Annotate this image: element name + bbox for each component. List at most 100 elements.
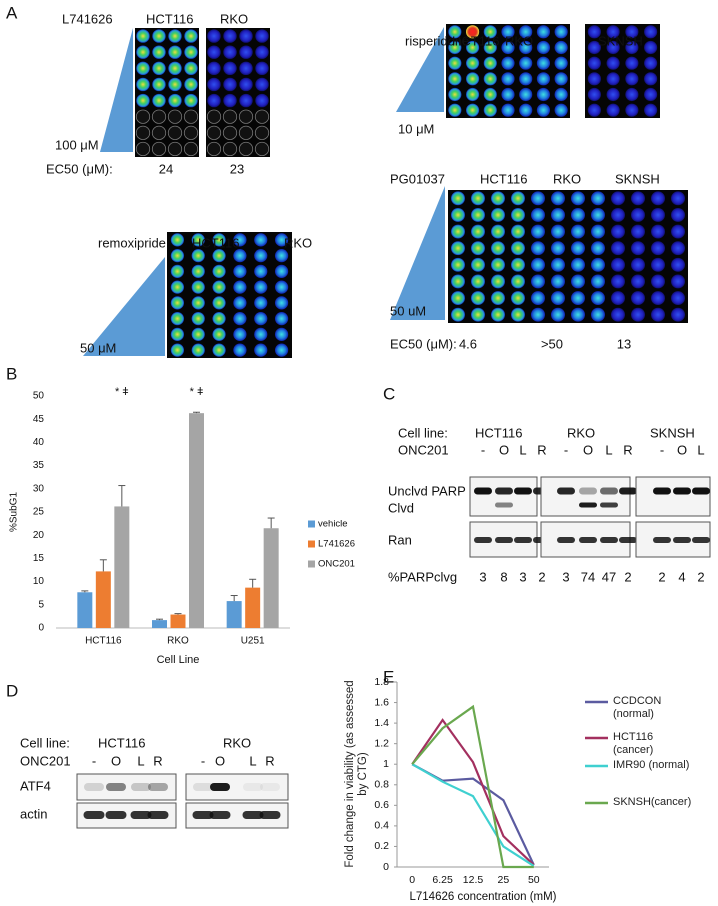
x-tick-label: HCT116 [85,636,122,647]
well [551,207,565,222]
blot-band [84,783,104,791]
blot-band [259,811,281,819]
blot-band [192,811,214,819]
well [651,257,665,272]
cell-line-label: RKO [223,735,251,750]
well [611,224,625,239]
well [491,191,505,206]
y-tick-label: 1.2 [374,737,389,749]
error-bar [174,613,182,615]
well [536,40,551,55]
blot-band [557,537,575,543]
well [491,224,505,239]
well [631,307,645,322]
well [587,72,601,86]
well [483,87,497,102]
lane-label: O [677,442,687,457]
blot-band [619,537,637,543]
well [451,191,465,206]
parp-value: 2 [658,569,665,584]
well [136,61,150,76]
well [168,77,182,92]
well [611,257,625,272]
blot-frame [540,476,631,517]
parp-value: 74 [581,569,595,584]
well [212,327,226,341]
legend-swatch [308,520,315,528]
bar [152,620,167,628]
well [531,191,545,206]
well [531,241,545,256]
well [135,109,151,124]
blot-band [514,537,532,543]
x-tick-label: 25 [498,874,510,886]
well [611,274,625,289]
y-tick-label: 35 [33,460,45,471]
well [651,207,665,222]
well [274,233,289,247]
lane-label: O [499,442,509,457]
well [170,249,185,263]
well [465,103,480,117]
well [239,29,253,43]
panel-label: D [6,681,18,700]
well [451,307,465,322]
well [170,343,185,357]
well [511,307,525,322]
well [501,40,515,55]
well [611,191,625,206]
well [551,274,565,289]
parp-value: 2 [697,569,704,584]
bar [226,601,242,628]
well [151,141,167,157]
well [254,312,268,326]
well [631,191,645,206]
well [233,327,247,341]
well [511,257,525,272]
well [531,274,545,289]
plate-image [446,24,570,118]
blot-band [474,537,492,543]
well [606,72,620,86]
well [254,264,268,278]
legend-swatch [308,540,315,548]
dose-triangle [83,257,165,356]
well [625,56,639,70]
well [222,141,238,157]
row-label: Ran [388,532,412,547]
plate-image [167,232,292,358]
parp-value: 3 [562,569,569,584]
legend-label: IMR90 (normal) [613,759,690,771]
well [465,40,480,55]
y-tick-label: 1.4 [374,717,389,729]
well [212,312,226,326]
well [274,312,289,326]
well [191,280,205,294]
lane-label: - [660,442,664,457]
well [233,280,247,294]
well [471,307,485,322]
well [536,25,551,39]
well [651,224,665,239]
cell-line-label: RKO [553,171,581,186]
bar [114,506,130,628]
well [255,61,269,76]
compound-label: L741626 [62,11,113,26]
well [571,257,585,272]
y-tick-label: 40 [33,437,45,448]
well [448,40,462,55]
x-tick-label: 6.25 [432,874,453,886]
ec50-label: EC50 (μM): [390,336,457,351]
well [170,280,185,294]
well [191,249,205,263]
parp-value: 8 [500,569,507,584]
well [207,29,221,43]
well [191,264,205,278]
series-line [411,718,535,866]
y-tick-label: 0.8 [374,779,389,791]
well [651,191,665,206]
well [651,307,665,322]
well [611,241,625,256]
well [207,61,221,76]
parp-value: 3 [519,569,526,584]
